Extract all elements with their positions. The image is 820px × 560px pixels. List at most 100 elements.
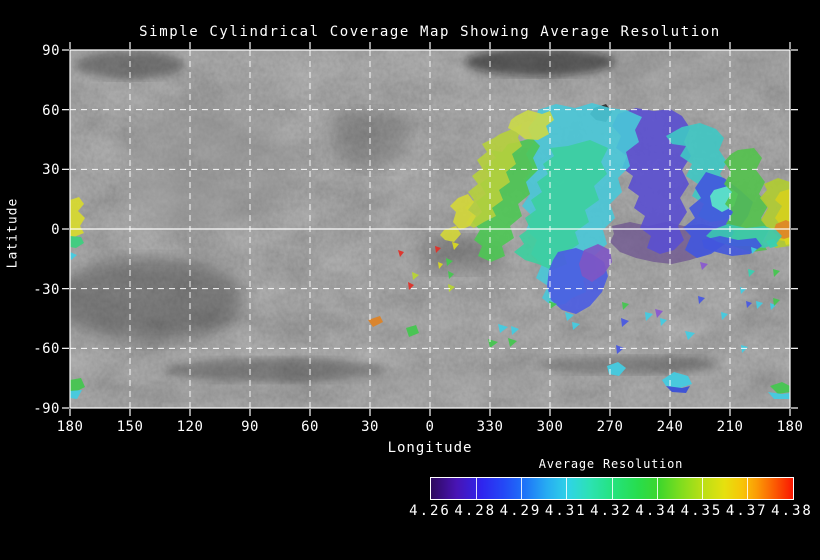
terrain-albedo-features — [70, 50, 780, 400]
coverage-patch-yellow-green-swath-nw — [465, 124, 522, 228]
colorbar-divider — [566, 478, 568, 499]
coverage-patch-yellow-patch-w2 — [440, 226, 461, 242]
colorbar-tick-label: 4.37 — [725, 503, 768, 519]
axis-ticks — [62, 42, 798, 416]
coverage-speck — [435, 246, 441, 253]
y-tick-label: -30 — [33, 281, 60, 298]
plot-border — [69, 49, 791, 409]
coverage-speck — [511, 326, 519, 335]
coverage-speck — [773, 269, 780, 277]
coverage-patch-purple-patch-s — [579, 244, 612, 282]
y-tick-label: 60 — [42, 102, 60, 119]
coverage-speck — [70, 252, 77, 260]
coverage-patch-yellow-patch-west-edge — [70, 197, 85, 237]
colorbar-divider — [611, 478, 613, 499]
coverage-speck — [446, 258, 453, 266]
x-tick-label: 300 — [536, 419, 564, 435]
coverage-speck — [700, 262, 708, 270]
coverage-speck — [622, 302, 629, 310]
colorbar-divider — [475, 478, 477, 499]
x-tick-label: 150 — [116, 419, 144, 435]
x-tick-label: 180 — [56, 419, 84, 435]
colorbar-tick-label: 4.26 — [409, 503, 451, 519]
colorbar-tick-label: 4.32 — [590, 503, 632, 519]
coverage-speck — [565, 312, 574, 321]
colorbar-tick-label: 4.29 — [499, 503, 542, 519]
y-tick-label: -60 — [33, 341, 60, 358]
x-tick-label: 60 — [301, 419, 319, 435]
coverage-speck — [398, 250, 404, 257]
coverage-speck — [448, 271, 454, 279]
coverage-speck — [438, 262, 443, 269]
coverage-speck — [572, 322, 580, 330]
colorbar-tick-label: 4.38 — [771, 503, 813, 519]
coverage-speck — [549, 301, 557, 309]
coverage-speck — [773, 298, 780, 306]
coverage-speck — [645, 312, 653, 321]
y-tick-label: 0 — [51, 222, 60, 238]
coverage-speck — [498, 324, 508, 333]
map-content — [70, 50, 790, 408]
colorbar-divider — [702, 478, 703, 499]
x-tick-label: 30 — [361, 419, 379, 435]
y-tick-label: 90 — [42, 43, 60, 59]
coverage-patch-blue-band-s — [702, 236, 762, 256]
coverage-speck — [766, 239, 778, 248]
colorbar-tick-label: 4.28 — [454, 503, 497, 519]
coverage-speck — [508, 338, 517, 347]
x-tick-label: 210 — [716, 419, 744, 435]
colorbar-title: Average Resolution — [538, 457, 684, 471]
coverage-speck — [655, 309, 663, 318]
y-tick-label: -90 — [33, 401, 60, 417]
coverage-specks-layer — [70, 237, 790, 399]
x-axis-title: Longitude — [387, 440, 473, 456]
colorbar-tick-label: 4.31 — [544, 503, 587, 519]
coverage-speck — [748, 269, 755, 277]
coverage-speck — [698, 296, 705, 304]
coverage-patch-yellow-patch-w1 — [450, 194, 476, 230]
colorbar-tick-label: 4.34 — [635, 503, 678, 519]
coverage-speck — [756, 301, 763, 309]
coverage-speck — [768, 392, 790, 399]
coverage-speck — [616, 345, 624, 354]
colorbar — [430, 477, 794, 500]
colorbar-divider — [656, 478, 658, 499]
graticule-grid — [70, 50, 790, 408]
coverage-speck — [412, 272, 419, 280]
colorbar-tick-label: 4.35 — [680, 503, 723, 519]
coverage-patches-layer — [70, 103, 790, 314]
coverage-speck — [368, 316, 383, 327]
coverage-speck — [70, 390, 82, 399]
coverage-speck — [685, 331, 695, 340]
coverage-speck — [784, 237, 790, 245]
coverage-speck — [621, 318, 629, 327]
x-tick-label: 240 — [656, 419, 684, 435]
coverage-speck — [406, 325, 419, 337]
colorbar-divider — [521, 478, 522, 499]
coverage-speck — [741, 345, 748, 353]
coverage-patch-green-tip-west-edge — [70, 236, 84, 248]
map-plot — [62, 42, 798, 416]
colorbar-divider — [747, 478, 749, 499]
x-tick-label: 0 — [425, 419, 435, 435]
coverage-speck — [666, 386, 690, 393]
coverage-speck — [607, 362, 626, 376]
x-tick-label: 120 — [176, 419, 204, 435]
coverage-patch-teal-swath — [514, 140, 608, 270]
colorbar-tick-labels: 4.26 4.28 4.29 4.31 4.32 4.34 4.35 4.37 4.38 — [409, 503, 811, 519]
coverage-speck — [408, 282, 414, 290]
coverage-speck — [448, 284, 455, 292]
coverage-speck — [746, 301, 752, 308]
page-title: Simple Cylindrical Coverage Map Showing … — [139, 24, 721, 40]
x-tick-label: 270 — [596, 419, 624, 435]
y-tick-label: 30 — [42, 162, 60, 179]
coverage-speck — [751, 247, 757, 254]
coverage-speck — [660, 318, 667, 326]
x-tick-label: 180 — [776, 419, 804, 435]
coverage-speck — [70, 378, 85, 392]
coverage-speck — [770, 382, 790, 394]
coverage-speck — [452, 242, 459, 250]
x-tick-label: 330 — [476, 419, 504, 435]
coverage-patch-yellow-green-blob-top — [508, 110, 554, 140]
